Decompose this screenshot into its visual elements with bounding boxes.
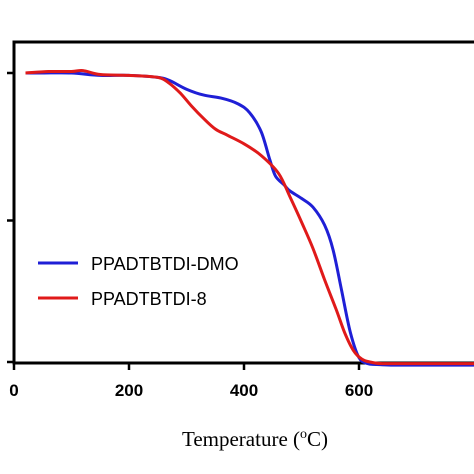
x-tick-label: 400 xyxy=(230,381,258,400)
x-tick-label: 0 xyxy=(9,381,18,400)
x-axis-label-pre: Temperature ( xyxy=(182,427,300,451)
x-tick-label: 600 xyxy=(345,381,373,400)
series-line-2 xyxy=(25,68,474,366)
legend: PPADTBTDI-DMO PPADTBTDI-8 xyxy=(38,254,239,309)
series-layer xyxy=(25,68,474,367)
axes: 0 200 400 600 xyxy=(7,40,474,400)
series-line-1 xyxy=(25,71,474,367)
legend-label-1: PPADTBTDI-DMO xyxy=(91,254,239,274)
x-axis-label-post: C) xyxy=(307,427,328,451)
x-axis-label-sup: o xyxy=(300,427,307,442)
x-tick-label: 200 xyxy=(115,381,143,400)
legend-label-2: PPADTBTDI-8 xyxy=(91,289,207,309)
x-axis-label: Temperature (oC) xyxy=(182,427,328,451)
